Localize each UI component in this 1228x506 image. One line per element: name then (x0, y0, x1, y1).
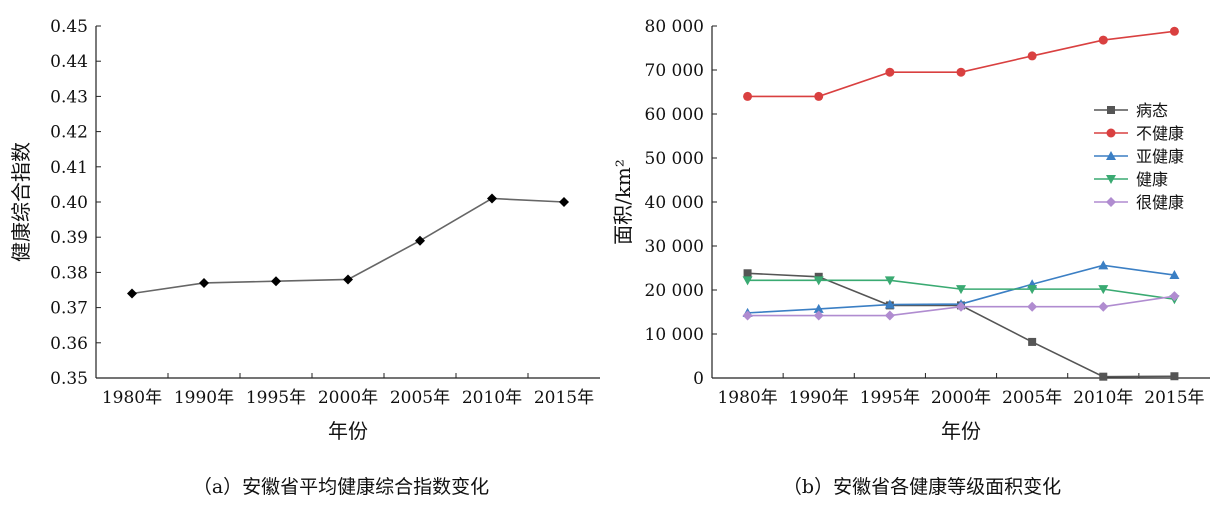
data-point (884, 276, 895, 286)
data-point (884, 299, 895, 309)
x-tick-label: 1980年 (717, 388, 777, 408)
x-tick-label: 2005年 (390, 388, 450, 408)
data-point (1098, 301, 1109, 312)
data-point (814, 91, 824, 101)
chart-caption: （a）安徽省平均健康综合指数变化 (193, 476, 489, 498)
x-tick-label: 1980年 (102, 388, 162, 408)
data-point (1098, 260, 1109, 270)
y-tick-label: 30 000 (645, 237, 704, 257)
data-point (1169, 26, 1179, 36)
y-tick-label: 0.45 (50, 17, 88, 37)
x-tick-label: 1995年 (246, 388, 306, 408)
data-point (743, 269, 752, 278)
y-tick-label: 0.44 (50, 52, 88, 72)
y-tick-label: 0.42 (50, 123, 88, 143)
x-axis-title: 年份 (328, 419, 368, 443)
x-tick-label: 1990年 (789, 388, 849, 408)
y-axis-title: 面积/km² (611, 159, 635, 245)
y-tick-label: 60 000 (645, 105, 704, 125)
data-point (559, 197, 569, 207)
y-tick-label: 40 000 (645, 193, 704, 213)
data-point (1098, 285, 1109, 295)
data-point (956, 301, 966, 312)
y-tick-label: 0.35 (50, 369, 88, 389)
data-point (199, 277, 209, 288)
data-point (1027, 285, 1038, 295)
data-point (956, 67, 966, 77)
legend-label: 不健康 (1136, 124, 1184, 143)
y-tick-label: 0.38 (50, 263, 88, 283)
x-tick-label: 2015年 (534, 388, 594, 408)
x-tick-label: 2010年 (462, 388, 522, 408)
data-point (1099, 372, 1108, 381)
legend-marker (1107, 106, 1115, 114)
data-point (1169, 270, 1180, 280)
y-tick-label: 0.43 (50, 87, 88, 107)
x-tick-label: 2005年 (1002, 388, 1062, 408)
legend-marker (1106, 197, 1116, 207)
y-tick-label: 0.39 (50, 228, 88, 248)
x-tick-label: 2015年 (1144, 388, 1204, 408)
data-point (813, 303, 824, 313)
chart-a: 0.35 0.36 0.37 0.38 0.39 0.40 0.41 0.42 0.43 0.44… (9, 17, 600, 498)
data-point (127, 288, 137, 299)
data-point (1027, 301, 1038, 312)
y-tick-label: 70 000 (645, 61, 704, 81)
legend-marker (1106, 128, 1116, 138)
legend-label: 健康 (1136, 170, 1168, 189)
data-point (487, 193, 497, 204)
data-point (1028, 337, 1037, 346)
y-axis-title: 健康综合指数 (9, 142, 33, 262)
y-tick-label: 0 (693, 369, 704, 389)
chart-caption: （b）安徽省各健康等级面积变化 (783, 476, 1061, 498)
y-tick-label: 80 000 (645, 17, 704, 37)
data-point (742, 310, 753, 321)
data-point (1098, 35, 1108, 45)
y-tick-label: 0.37 (50, 299, 88, 319)
series-index-line (127, 193, 569, 299)
y-tick-label: 50 000 (645, 149, 704, 169)
data-point (742, 276, 753, 286)
series-line (742, 291, 1180, 321)
legend-label: 病态 (1136, 101, 1168, 120)
x-tick-label: 2000年 (318, 388, 378, 408)
y-tick-label: 0.41 (50, 158, 88, 178)
data-point (743, 91, 753, 101)
data-point (1027, 51, 1037, 61)
y-tick-label: 20 000 (645, 281, 704, 301)
data-point (813, 276, 824, 286)
legend-label: 亚健康 (1136, 147, 1184, 166)
data-point (956, 285, 966, 295)
data-point (1170, 372, 1179, 381)
data-point (885, 67, 895, 77)
chart-b: 0 10 000 20 000 30 000 40 000 50 000 60 000 70 … (611, 17, 1210, 498)
y-tick-label: 0.36 (50, 334, 88, 354)
data-point (343, 274, 353, 285)
x-axis-title: 年份 (941, 419, 981, 443)
y-tick-label: 10 000 (645, 325, 704, 345)
series-line (747, 30, 1175, 98)
y-tick-label: 0.40 (50, 193, 88, 213)
legend-marker (1106, 175, 1116, 184)
x-tick-label: 2010年 (1073, 388, 1133, 408)
x-tick-label: 1990年 (174, 388, 234, 408)
legend-label: 很健康 (1136, 193, 1184, 212)
data-point (813, 310, 824, 321)
data-point (1169, 291, 1180, 302)
x-tick-label: 1995年 (860, 388, 920, 408)
data-point (415, 235, 425, 246)
series-line (743, 26, 1179, 101)
data-point (271, 276, 281, 287)
data-point (884, 310, 895, 321)
legend-marker (1106, 151, 1116, 160)
x-tick-label: 2000年 (931, 388, 991, 408)
